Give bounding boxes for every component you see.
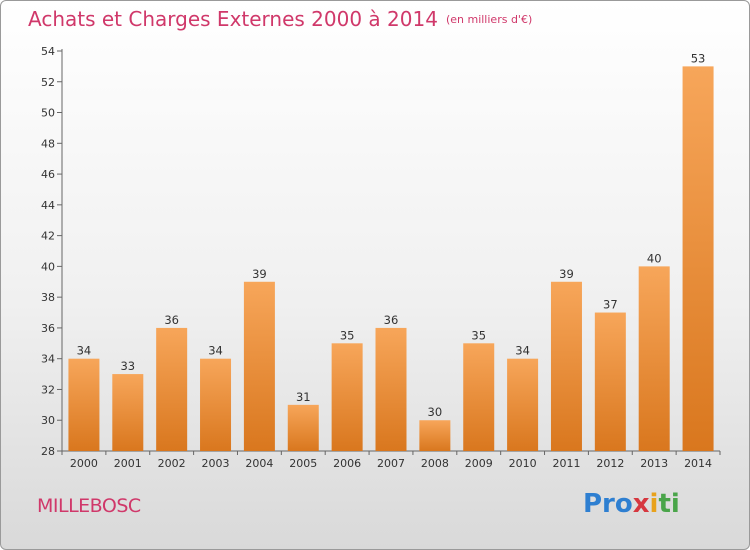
y-tick-label: 42	[41, 230, 55, 243]
y-tick-label: 28	[41, 445, 55, 458]
x-tick-label: 2005	[289, 457, 317, 470]
chart-title: Achats et Charges Externes 2000 à 2014 (e…	[28, 7, 532, 31]
bar-value-label: 40	[647, 251, 662, 265]
bar	[243, 281, 275, 451]
y-tick-label: 48	[41, 137, 55, 150]
y-tick-label: 30	[41, 414, 55, 427]
bar	[550, 281, 582, 451]
bar-value-label: 30	[428, 405, 443, 419]
bar	[331, 343, 363, 451]
x-tick-label: 2006	[333, 457, 361, 470]
bar-value-label: 33	[120, 359, 135, 373]
bar	[287, 404, 319, 451]
bar	[638, 266, 670, 451]
bar	[419, 420, 451, 451]
bar-value-label: 39	[559, 267, 574, 281]
logo-part-2: x	[632, 489, 650, 519]
bar-value-label: 34	[208, 344, 223, 358]
bar	[200, 358, 232, 451]
x-tick-label: 2004	[245, 457, 273, 470]
bar-value-label: 36	[164, 313, 179, 327]
x-tick-label: 2003	[202, 457, 230, 470]
bars: 34 33 36 34 39 31 35 36 30 35 34 39 37 40 53	[68, 51, 714, 451]
bar-value-label: 35	[471, 328, 486, 342]
bar-value-label: 31	[296, 390, 311, 404]
bar	[375, 327, 407, 451]
y-tick-label: 46	[41, 168, 55, 181]
bar-value-label: 35	[340, 328, 355, 342]
logo-part-1: Pro	[583, 489, 633, 519]
x-tick-label: 2007	[377, 457, 405, 470]
x-tick-label: 2001	[114, 457, 142, 470]
y-tick-label: 50	[41, 107, 55, 120]
y-tick-label: 34	[41, 353, 55, 366]
bar	[156, 327, 188, 451]
x-tick-label: 2010	[509, 457, 537, 470]
logo-part-3: i	[649, 489, 659, 519]
bar	[682, 66, 714, 451]
bar-value-label: 36	[384, 313, 399, 327]
bar	[594, 312, 626, 451]
logo-part-4: ti	[658, 489, 680, 519]
bar	[463, 343, 495, 451]
y-tick-label: 36	[41, 322, 55, 335]
proxiti-logo: Proxiti	[583, 489, 680, 519]
x-tick-label: 2013	[640, 457, 668, 470]
axes: 28 30 32 34 36 38 40 42 44 46 48 50 52 54 2000 2001 2002…	[41, 45, 721, 470]
x-tick-label: 2012	[596, 457, 624, 470]
x-tick-label: 2014	[684, 457, 712, 470]
x-tick-label: 2002	[158, 457, 186, 470]
x-tick-label: 2008	[421, 457, 449, 470]
x-tick-label: 2011	[552, 457, 580, 470]
chart-title-text: Achats et Charges Externes 2000 à 2014	[28, 7, 438, 31]
bar-value-label: 34	[515, 344, 530, 358]
y-tick-label: 40	[41, 260, 55, 273]
y-tick-label: 32	[41, 383, 55, 396]
bar	[112, 374, 144, 451]
y-tick-label: 54	[41, 45, 55, 58]
bar	[68, 358, 100, 451]
y-tick-label: 38	[41, 291, 55, 304]
bar-value-label: 53	[691, 51, 706, 65]
bar-value-label: 34	[77, 344, 92, 358]
bar-value-label: 37	[603, 298, 618, 312]
bar	[507, 358, 539, 451]
y-tick-label: 44	[41, 199, 55, 212]
y-tick-label: 52	[41, 76, 55, 89]
bar-value-label: 39	[252, 267, 267, 281]
chart-unit: (en milliers d'€)	[445, 13, 533, 26]
x-tick-label: 2000	[70, 457, 98, 470]
x-tick-label: 2009	[465, 457, 493, 470]
commune-name: MILLEBOSC	[37, 495, 141, 517]
